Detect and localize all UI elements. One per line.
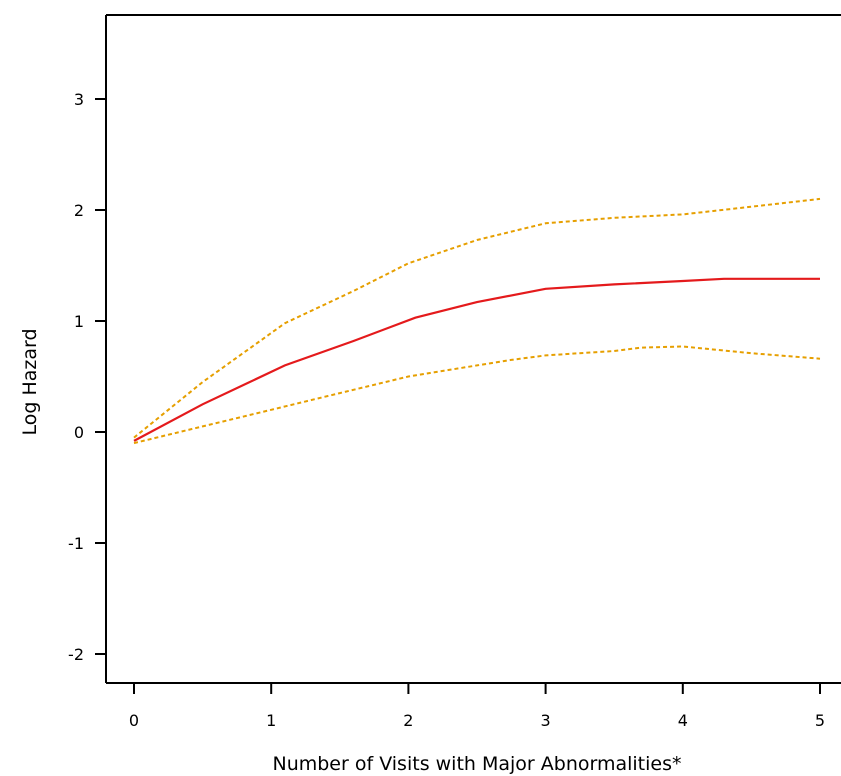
series-group: [133, 197, 821, 445]
series-line-estimate: [133, 277, 820, 442]
x-tick-label: 5: [815, 711, 825, 730]
y-tick-label: -1: [68, 534, 84, 553]
x-tick-label: 3: [541, 711, 551, 730]
x-tick-label: 4: [678, 711, 688, 730]
series-line-lower-bound: [133, 345, 821, 445]
y-tick-label: 3: [74, 90, 84, 109]
x-tick-label: 0: [129, 711, 139, 730]
y-axis: -2 -1 0 1 2 3: [68, 90, 106, 664]
x-tick-label: 2: [403, 711, 413, 730]
x-tick-label: 1: [266, 711, 276, 730]
y-tick-label: 1: [74, 312, 84, 331]
x-axis-title: Number of Visits with Major Abnormalitie…: [272, 753, 681, 775]
y-tick-label: 0: [74, 423, 84, 442]
y-tick-label: -2: [68, 645, 84, 664]
series-line-upper-bound: [133, 197, 821, 439]
y-tick-label: 2: [74, 201, 84, 220]
y-axis-title: Log Hazard: [19, 328, 41, 435]
plot-frame: [105, 14, 841, 684]
x-axis: 0 1 2 3 4 5: [129, 683, 825, 730]
